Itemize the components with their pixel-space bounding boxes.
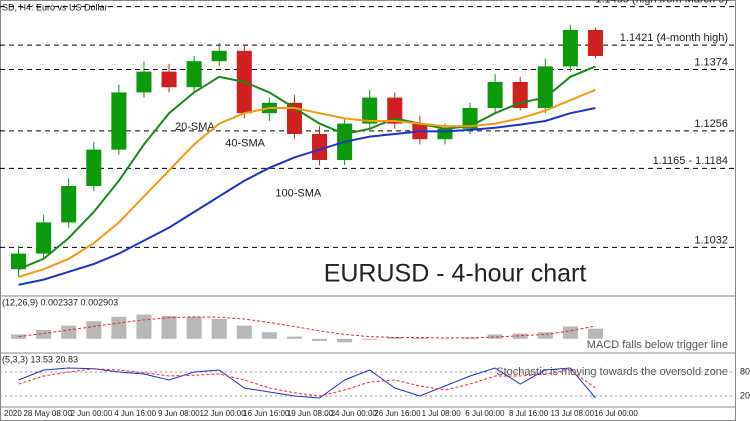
x-tick-label: 26 Jun 16:00 [374, 409, 421, 418]
sma-line [18, 65, 596, 271]
candle-body [161, 71, 177, 88]
macd-header: (12,26,9) 0.002337 0.002903 [2, 297, 118, 307]
candle-body [211, 50, 227, 62]
x-tick-label: 24 Jun 00:00 [331, 409, 378, 418]
chart-title: EURUSD - 4-hour chart [324, 260, 587, 288]
sma-line [18, 107, 596, 286]
sma-label: 100-SMA [275, 188, 322, 200]
x-tick-label: 16 Jul 00:00 [594, 409, 638, 418]
chart-header: SD, H4: Euro vs US Dollar [2, 2, 108, 12]
macd-bar [161, 315, 177, 339]
macd-bar [186, 316, 202, 339]
sma-label: 40-SMA [225, 138, 265, 150]
macd-signal [18, 316, 596, 339]
x-tick-label: 2020 [4, 409, 22, 418]
candle-body [387, 97, 403, 124]
level-label: 1.1421 (4-month high) [620, 32, 728, 44]
x-tick-label: 12 Jun 00:00 [199, 409, 246, 418]
level-label: 1.1374 [694, 56, 728, 68]
x-tick-label: 19 Jun 08:00 [287, 409, 334, 418]
candle-body [86, 149, 102, 186]
macd-bar [462, 337, 478, 339]
macd-bar [261, 332, 277, 339]
x-tick-label: 8 Jul 16:00 [509, 409, 549, 418]
candle-body [487, 82, 503, 108]
macd-bar [61, 325, 77, 339]
macd-bar [337, 338, 353, 343]
candle-body [136, 71, 152, 93]
candle-body [362, 97, 378, 124]
x-tick-label: 6 Jul 00:00 [465, 409, 505, 418]
level-label: 1.1495 (high from March 9) [595, 0, 728, 6]
level-label: 1.1032 [694, 234, 728, 246]
macd-bar [487, 334, 503, 339]
macd-bar [312, 338, 328, 341]
candle-body [36, 222, 52, 254]
macd-bar [36, 330, 52, 339]
level-label: 1.1165 - 1.1184 [653, 155, 728, 167]
y-tick-label: 20 [740, 390, 750, 400]
macd-bar [537, 332, 553, 339]
macd-bar [562, 326, 578, 339]
x-tick-label: 16 Jun 16:00 [243, 409, 290, 418]
macd-bar [86, 321, 102, 339]
candle-body [61, 186, 77, 223]
macd-bar [286, 336, 302, 339]
candle-body [312, 134, 328, 160]
x-tick-label: 2 Jun 00:00 [71, 409, 113, 418]
candle-body [537, 66, 553, 108]
macd-bar [236, 325, 252, 339]
x-tick-label: 13 Jul 08:00 [550, 409, 594, 418]
x-tick-label: 9 Jun 08:00 [158, 409, 200, 418]
sma-label: 20-SMA [175, 121, 215, 133]
y-tick-label: 80 [740, 366, 750, 376]
level-label: 1.1256 [694, 118, 728, 130]
macd-bar [111, 316, 127, 339]
candle-body [562, 30, 578, 67]
candle-body [437, 128, 453, 140]
stoch-k [18, 367, 596, 399]
candle-body [111, 92, 127, 150]
candle-body [587, 30, 603, 56]
macd-bar [587, 328, 603, 339]
macd-bar [412, 337, 428, 339]
stoch-d [18, 368, 596, 397]
macd-bar [211, 319, 227, 339]
macd-bar [362, 338, 378, 340]
x-tick-label: 1 Jul 08:00 [422, 409, 462, 418]
macd-annotation: MACD falls below trigger line [587, 339, 728, 351]
candle-body [11, 253, 27, 270]
x-tick-label: 4 Jun 16:00 [114, 409, 156, 418]
sma-line [18, 88, 596, 278]
macd-bar [136, 314, 152, 339]
candle-body [186, 61, 202, 88]
macd-bar [512, 333, 528, 339]
x-tick-label: 28 May 08:00 [23, 409, 72, 418]
macd-bar [387, 337, 403, 339]
stoch-header: (5,3,3) 13.53 20.83 [2, 354, 78, 364]
